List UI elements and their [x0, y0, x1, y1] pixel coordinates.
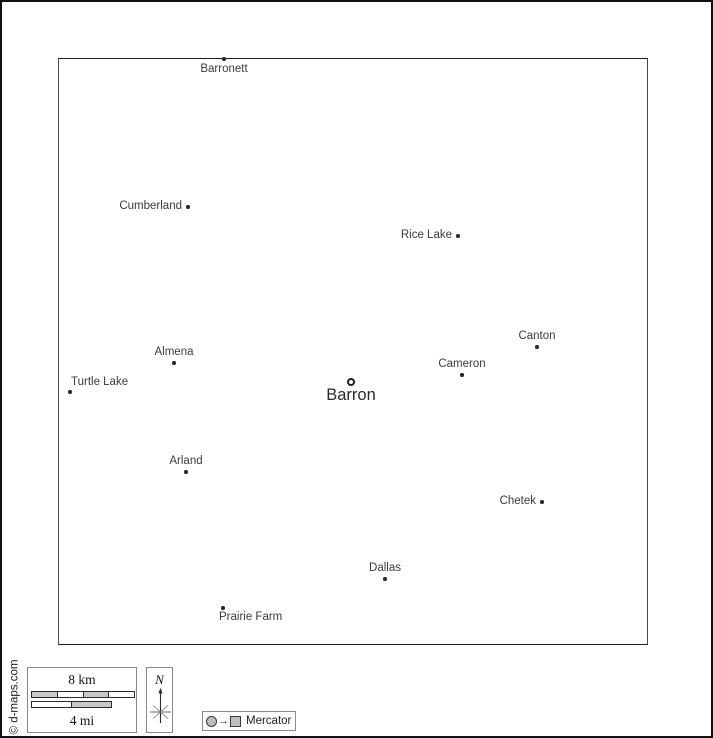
copyright-notice: © d-maps.com: [4, 656, 24, 738]
compass: N: [146, 667, 173, 733]
city-label: Almena: [154, 345, 194, 358]
city-label: Barron: [326, 386, 376, 404]
city-label: Barronett: [200, 63, 248, 75]
compass-rose-icon: [147, 687, 172, 732]
city-label: Cameron: [438, 357, 486, 370]
city-dot-icon: [535, 345, 539, 349]
city-label: Arland: [169, 454, 203, 467]
projection-label: Mercator: [246, 715, 292, 727]
city-label: Chetek: [499, 495, 536, 507]
scale-bar-km: [31, 691, 135, 698]
copyright-text: © d-maps.com: [8, 659, 20, 735]
plane-square-icon: [230, 715, 241, 727]
city-dot-icon: [221, 606, 225, 610]
scale-km-label: 8 km: [68, 672, 96, 687]
scale-segment: [72, 702, 111, 707]
scale-segment: [32, 692, 58, 697]
scale-bar-mi: [31, 701, 112, 708]
city-label: Rice Lake: [400, 229, 452, 241]
scale-segment: [83, 692, 110, 697]
capital-dot-icon: [347, 378, 355, 386]
city-dot-icon: [222, 57, 226, 61]
city-label: Canton: [518, 329, 556, 342]
city-dot-icon: [460, 373, 464, 377]
city-label: Prairie Farm: [219, 611, 283, 623]
right-arrow-icon: →: [218, 714, 229, 727]
city-label: Turtle Lake: [71, 375, 129, 388]
city-label: Dallas: [369, 561, 401, 574]
scale-segment: [32, 702, 72, 707]
scale-segment: [109, 692, 134, 697]
projection-badge: → Mercator: [202, 711, 297, 731]
scale-mi-label: 4 mi: [69, 713, 95, 728]
map-plate: [58, 58, 648, 645]
city-dot-icon: [383, 577, 387, 581]
scale-bar: 8 km 4 mi: [27, 667, 137, 733]
city-dot-icon: [456, 234, 460, 238]
city-dot-icon: [68, 390, 72, 394]
city-dot-icon: [540, 500, 544, 504]
city-dot-icon: [184, 470, 188, 474]
city-label: Cumberland: [119, 200, 182, 212]
scale-segment: [57, 692, 84, 697]
sphere-icon: [206, 715, 217, 727]
city-dot-icon: [186, 205, 190, 209]
city-dot-icon: [172, 361, 176, 365]
compass-north-label: N: [155, 672, 164, 687]
